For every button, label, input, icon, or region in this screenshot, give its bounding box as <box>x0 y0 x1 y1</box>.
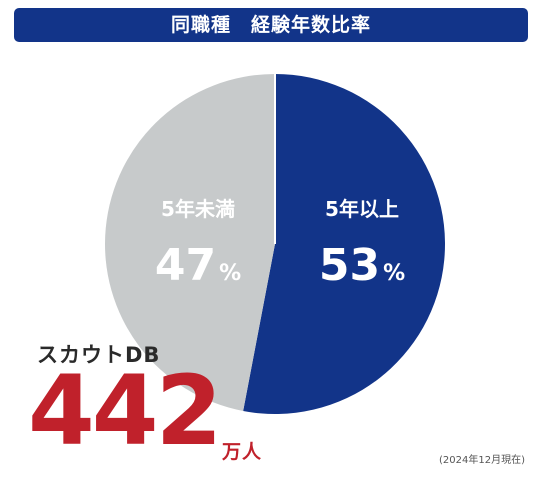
slice-label-over-5-years: 5年以上 <box>325 197 399 221</box>
slice-value-over-5-years: 53% <box>319 240 405 291</box>
pie-slice-under-5-years <box>105 74 275 411</box>
slice-value-under-5-years: 47% <box>155 240 241 291</box>
date-note: (2024年12月現在) <box>439 455 525 466</box>
chart-title: 同職種 経験年数比率 <box>14 8 528 42</box>
pie-slice-over-5-years <box>243 74 446 415</box>
slice-label-under-5-years: 5年未満 <box>161 197 235 221</box>
scout-db-value: 442 <box>28 355 222 467</box>
scout-db-unit: 万人 <box>222 441 263 463</box>
scout-db-label: スカウトDB <box>37 343 161 367</box>
